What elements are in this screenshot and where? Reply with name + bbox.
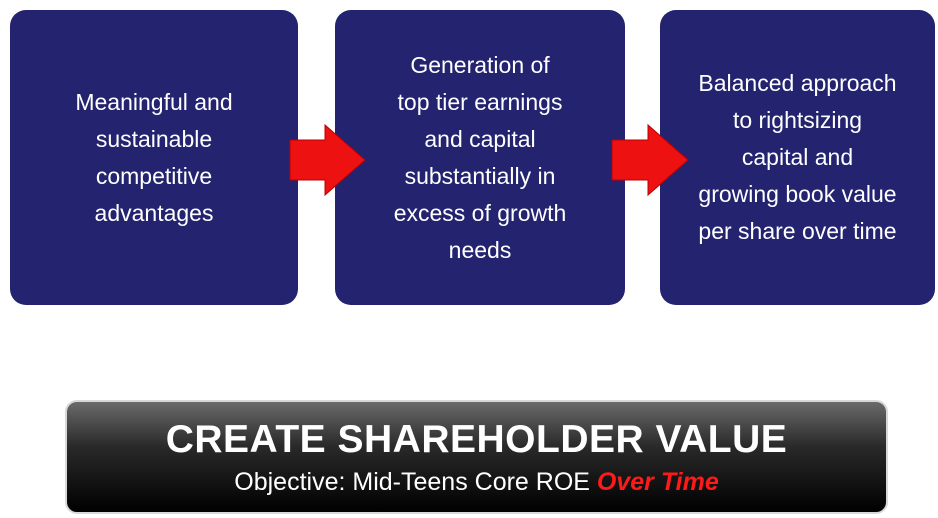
step-text: advantages [94, 199, 214, 226]
step-text: and capital [424, 125, 536, 152]
subtitle-text: Objective: Mid-Teens Core ROE [234, 468, 590, 496]
banner: CREATE SHAREHOLDER VALUE Objective: Mid-… [65, 400, 888, 514]
step-text: Generation of [410, 51, 550, 78]
step-text: capital and [741, 144, 854, 170]
step-text: competitive [95, 162, 213, 189]
arrow [289, 123, 366, 197]
step-text: growing book value [698, 181, 897, 207]
arrows [289, 123, 689, 197]
banner-title: CREATE SHAREHOLDER VALUE [165, 418, 788, 461]
step-text: top tier earnings [397, 88, 563, 115]
step-text: excess of growth [393, 199, 567, 226]
step-box: Balanced approach to rightsizing capital… [660, 10, 935, 305]
step-text: per share over time [698, 218, 897, 244]
step-box: Meaningful and sustainable competitive a… [10, 10, 298, 305]
step-text: Balanced approach [698, 70, 897, 96]
arrow [611, 123, 689, 197]
step-box: Generation of top tier earnings and capi… [335, 10, 625, 305]
step-text: Meaningful and [75, 88, 233, 115]
step-text: to rightsizing [732, 107, 863, 133]
banner-subtitle: Objective: Mid-Teens Core ROE Over Time [67, 468, 886, 497]
step-text: substantially in [404, 162, 556, 189]
step-text: needs [448, 236, 512, 263]
subtitle-emphasis: Over Time [596, 468, 719, 496]
step-text: sustainable [95, 125, 213, 152]
